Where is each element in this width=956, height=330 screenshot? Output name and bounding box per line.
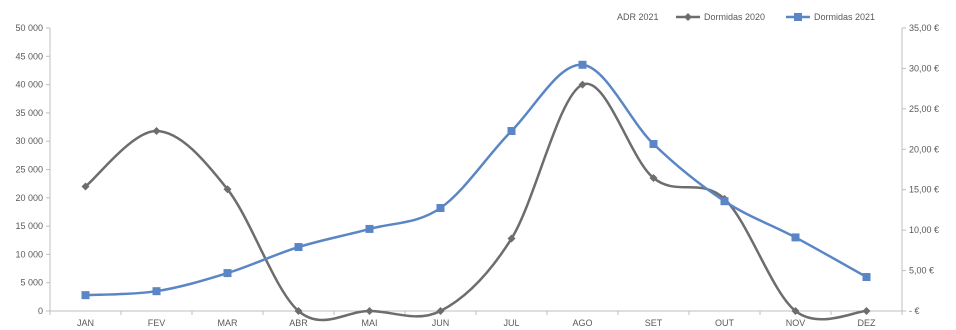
- legend-entry-label: Dormidas 2020: [704, 12, 765, 22]
- data-point: [507, 234, 516, 243]
- series-line: [85, 63, 868, 297]
- data-point: [436, 307, 445, 315]
- x-tick-label: JAN: [77, 318, 94, 328]
- series-1: [81, 80, 871, 322]
- y-left-tick-label: 35 000: [15, 108, 43, 118]
- y-left-tick-label: 45 000: [15, 51, 43, 61]
- x-tick-label: FEV: [148, 318, 166, 328]
- data-point: [81, 291, 90, 300]
- y-left-tick-label: 5 000: [20, 278, 43, 288]
- data-point: [223, 269, 232, 278]
- x-tick-label: AGO: [572, 318, 592, 328]
- legend-entry-label: ADR 2021: [617, 12, 659, 22]
- legend-entry-label: Dormidas 2021: [814, 12, 875, 22]
- y-left-tick-label: 25 000: [15, 165, 43, 175]
- data-point: [365, 224, 374, 233]
- y-right-tick-label: 35,00 €: [909, 23, 939, 33]
- data-point: [436, 203, 445, 212]
- y-left-tick-label: 30 000: [15, 136, 43, 146]
- series-line: [84, 82, 867, 322]
- legend-swatch-marker: [684, 13, 692, 21]
- y-left-tick-label: 40 000: [15, 80, 43, 90]
- y-left-tick-label: 10 000: [15, 249, 43, 259]
- x-tick-label: NOV: [786, 318, 806, 328]
- data-point: [862, 273, 871, 282]
- x-tick-label: JUL: [503, 318, 519, 328]
- x-tick-label: JUN: [432, 318, 450, 328]
- data-point: [649, 140, 658, 149]
- y-right-tick-label: 15,00 €: [909, 185, 939, 195]
- x-tick-label: DEZ: [858, 318, 877, 328]
- data-point: [791, 233, 800, 242]
- x-tick-label: ABR: [289, 318, 308, 328]
- data-point: [294, 307, 303, 315]
- data-point: [152, 127, 161, 136]
- y-left-tick-label: 15 000: [15, 221, 43, 231]
- y-right-tick-label: 5,00 €: [909, 266, 934, 276]
- x-tick-label: MAI: [361, 318, 377, 328]
- data-point: [81, 182, 90, 191]
- y-right-tick-label: 20,00 €: [909, 144, 939, 154]
- y-left-tick-label: 20 000: [15, 193, 43, 203]
- data-point: [791, 307, 800, 315]
- y-right-tick-label: - €: [909, 306, 920, 316]
- data-point: [649, 173, 658, 182]
- data-point: [294, 243, 303, 252]
- x-tick-label: SET: [645, 318, 663, 328]
- data-point: [507, 127, 516, 136]
- data-point: [578, 80, 587, 89]
- y-right-tick-label: 25,00 €: [909, 104, 939, 114]
- y-right-tick-label: 30,00 €: [909, 63, 939, 73]
- x-tick-label: MAR: [218, 318, 239, 328]
- data-point: [862, 307, 871, 315]
- y-left-tick-label: 50 000: [15, 23, 43, 33]
- x-tick-label: OUT: [715, 318, 735, 328]
- data-point: [720, 197, 729, 206]
- chart-legend: ADR 2021 Dormidas 2020 Dormidas 2021: [617, 12, 875, 22]
- legend-swatch-marker: [794, 13, 802, 21]
- chart-lines: [81, 60, 871, 322]
- y-left-tick-label: 0: [38, 306, 43, 316]
- data-point: [578, 60, 587, 69]
- series-2: [81, 60, 871, 300]
- data-point: [152, 287, 161, 296]
- data-point: [365, 307, 374, 315]
- chart-axes: 0 5 000 10 000 15 000 20 000 25 000 30 000 35 0…: [15, 23, 939, 328]
- y-right-tick-label: 10,00 €: [909, 225, 939, 235]
- data-point: [223, 185, 232, 194]
